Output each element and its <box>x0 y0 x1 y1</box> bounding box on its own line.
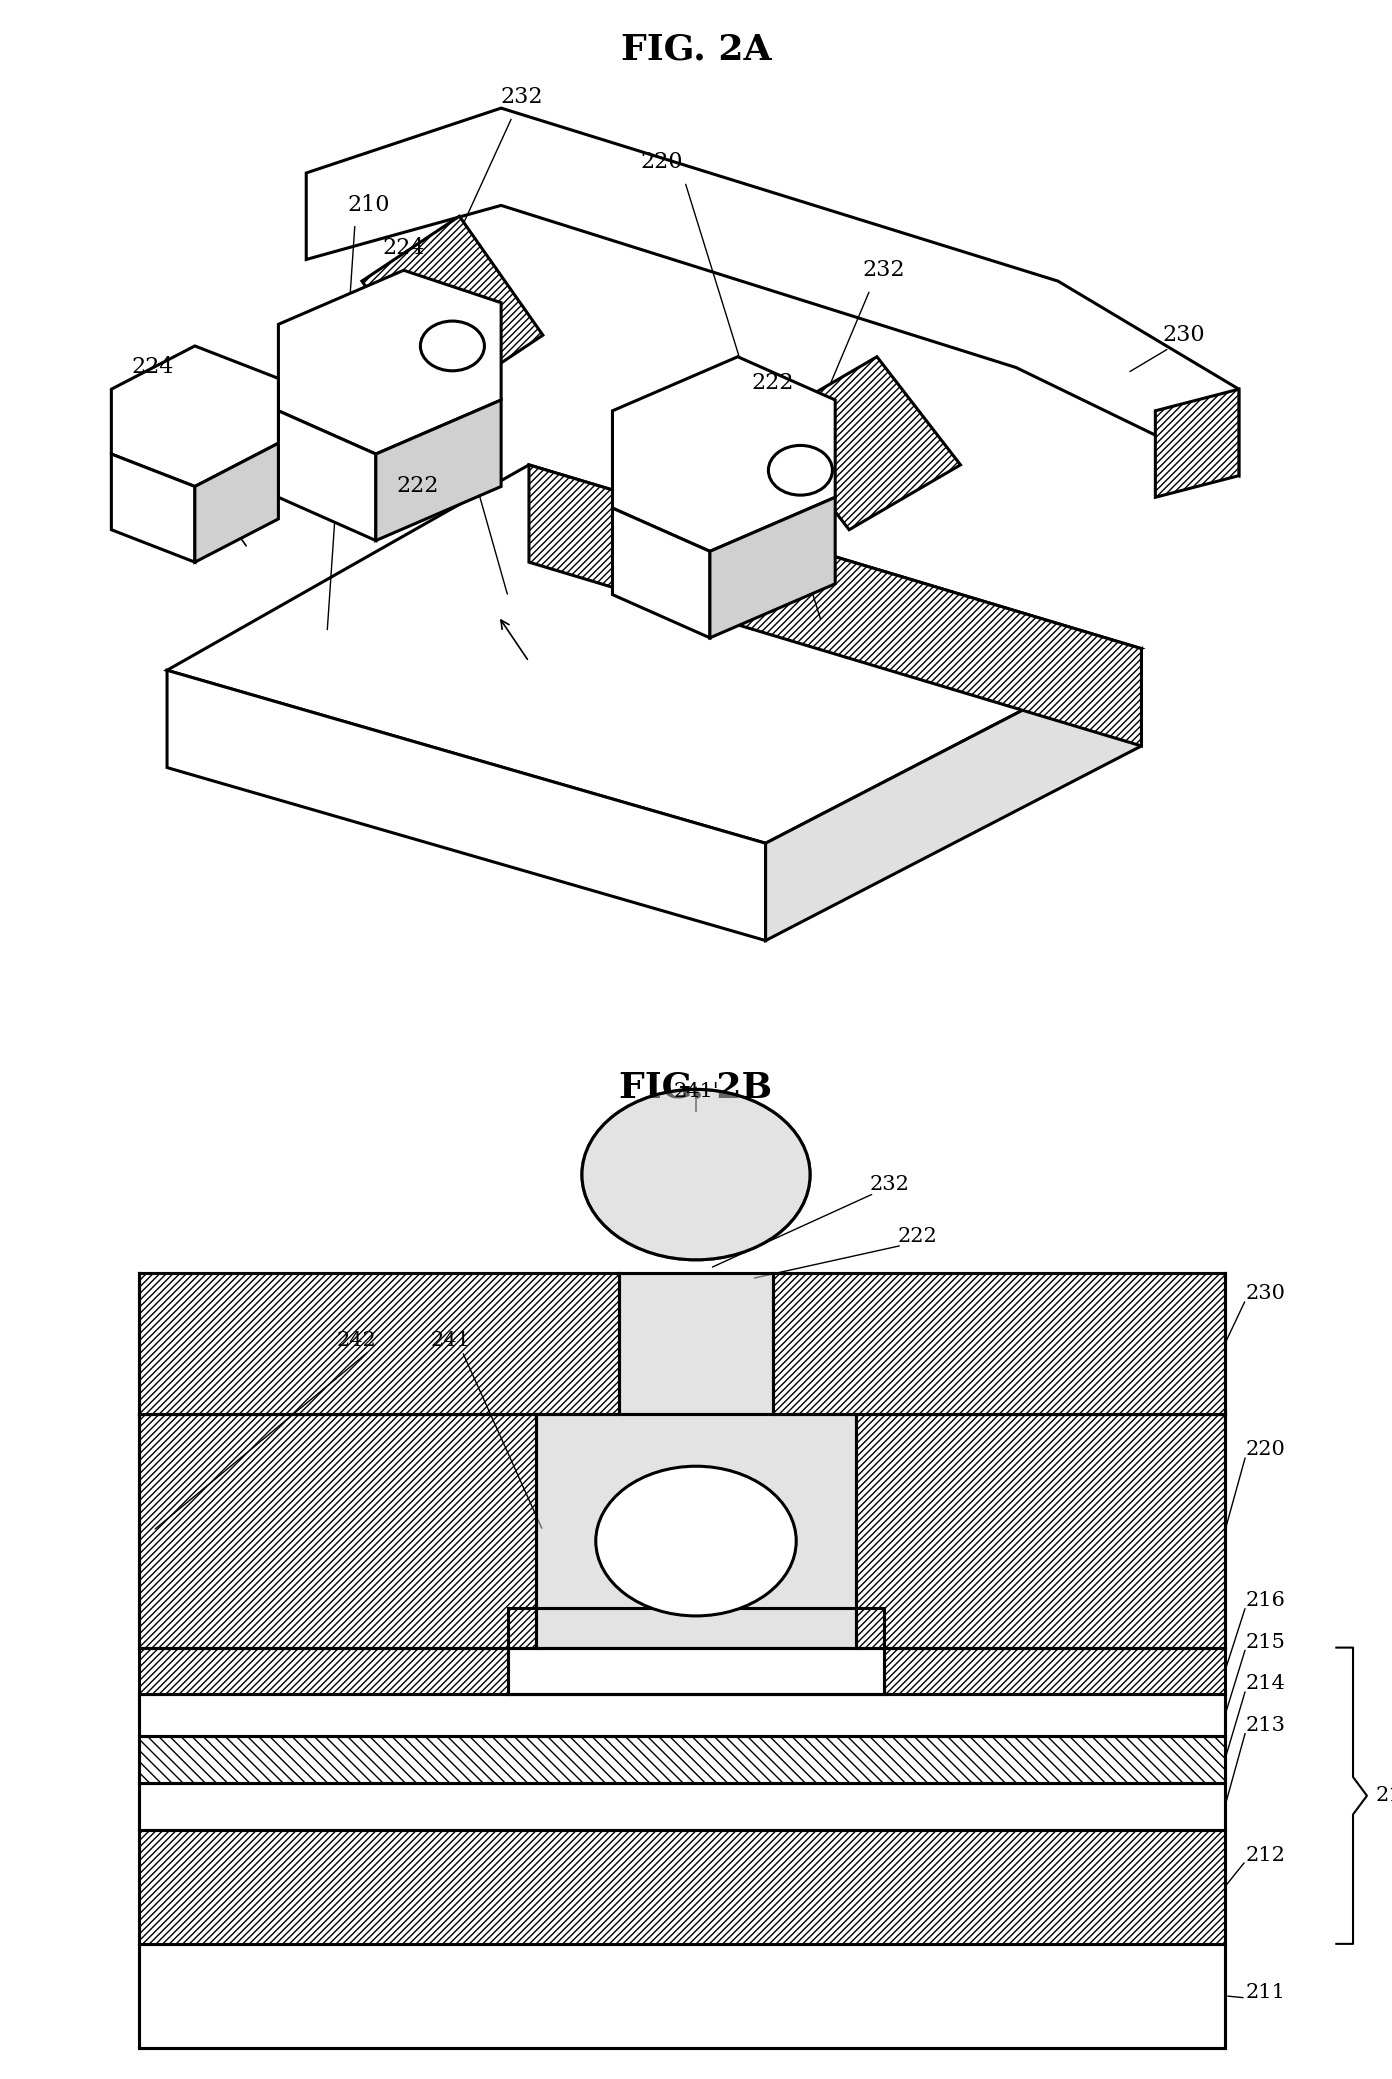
Polygon shape <box>710 497 835 638</box>
Text: 222: 222 <box>752 372 793 395</box>
Text: 232: 232 <box>501 85 543 108</box>
Bar <box>139 1736 1225 1782</box>
Polygon shape <box>362 216 543 399</box>
Bar <box>536 1414 856 1647</box>
Polygon shape <box>529 466 1141 746</box>
Bar <box>773 1272 1225 1414</box>
Polygon shape <box>612 358 835 551</box>
Circle shape <box>768 445 832 495</box>
Polygon shape <box>195 443 278 561</box>
Polygon shape <box>278 270 501 453</box>
Bar <box>139 1782 1225 1830</box>
Bar <box>139 1414 536 1647</box>
Polygon shape <box>376 399 501 541</box>
Text: 224: 224 <box>132 356 174 378</box>
Polygon shape <box>766 358 960 530</box>
Polygon shape <box>111 345 278 486</box>
Text: 213: 213 <box>1246 1715 1286 1734</box>
Text: 215: 215 <box>1246 1632 1286 1651</box>
Text: 242: 242 <box>335 1331 376 1349</box>
Polygon shape <box>1155 389 1239 497</box>
Bar <box>508 1609 884 1694</box>
Text: 216: 216 <box>1246 1590 1286 1609</box>
Text: 224: 224 <box>383 237 425 260</box>
Bar <box>619 1272 773 1414</box>
Text: 222: 222 <box>397 474 438 497</box>
Bar <box>139 1944 1225 2048</box>
Text: 222: 222 <box>898 1227 938 1245</box>
Bar <box>139 1272 619 1414</box>
Polygon shape <box>167 669 766 940</box>
Bar <box>139 1830 1225 1944</box>
Bar <box>139 1694 1225 1736</box>
Text: 210: 210 <box>1375 1786 1392 1805</box>
Text: 230: 230 <box>1246 1285 1286 1304</box>
Circle shape <box>420 320 484 370</box>
Polygon shape <box>306 108 1239 476</box>
Circle shape <box>582 1089 810 1260</box>
Polygon shape <box>612 507 710 638</box>
Text: 241': 241' <box>674 1081 718 1100</box>
Polygon shape <box>111 453 195 561</box>
Bar <box>884 1647 1225 1694</box>
Bar <box>139 1647 508 1694</box>
Text: 230: 230 <box>1162 324 1205 345</box>
Bar <box>856 1414 1225 1647</box>
Text: FIG. 2B: FIG. 2B <box>619 1071 773 1104</box>
Circle shape <box>596 1466 796 1615</box>
Text: FIG. 2A: FIG. 2A <box>621 33 771 67</box>
Text: 210: 210 <box>348 193 390 216</box>
Text: 211: 211 <box>1246 1983 1286 2002</box>
Text: 232: 232 <box>863 258 905 281</box>
Polygon shape <box>766 649 1141 940</box>
Text: 220: 220 <box>640 150 682 173</box>
Text: 214: 214 <box>1246 1674 1286 1692</box>
Text: 241: 241 <box>430 1331 470 1349</box>
Text: 220: 220 <box>1246 1441 1286 1459</box>
Text: 212: 212 <box>1246 1846 1286 1865</box>
Polygon shape <box>278 412 376 541</box>
Text: 232: 232 <box>870 1175 910 1193</box>
Polygon shape <box>167 466 1141 844</box>
